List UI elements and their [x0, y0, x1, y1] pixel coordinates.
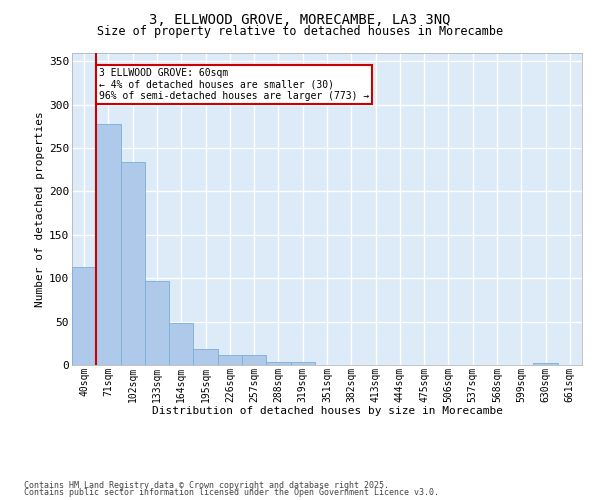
Bar — [96, 124, 121, 365]
Bar — [121, 162, 145, 365]
Bar — [145, 281, 169, 365]
Text: Contains public sector information licensed under the Open Government Licence v3: Contains public sector information licen… — [24, 488, 439, 497]
Bar — [72, 267, 96, 365]
Bar — [290, 362, 315, 365]
Bar — [169, 324, 193, 365]
Text: 3, ELLWOOD GROVE, MORECAMBE, LA3 3NQ: 3, ELLWOOD GROVE, MORECAMBE, LA3 3NQ — [149, 12, 451, 26]
Y-axis label: Number of detached properties: Number of detached properties — [35, 111, 45, 306]
Bar — [533, 364, 558, 365]
Bar — [193, 350, 218, 365]
Text: 3 ELLWOOD GROVE: 60sqm
← 4% of detached houses are smaller (30)
96% of semi-deta: 3 ELLWOOD GROVE: 60sqm ← 4% of detached … — [99, 68, 369, 102]
Bar — [266, 362, 290, 365]
Bar — [242, 356, 266, 365]
Bar — [218, 354, 242, 365]
Text: Contains HM Land Registry data © Crown copyright and database right 2025.: Contains HM Land Registry data © Crown c… — [24, 480, 389, 490]
Text: Size of property relative to detached houses in Morecambe: Size of property relative to detached ho… — [97, 25, 503, 38]
X-axis label: Distribution of detached houses by size in Morecambe: Distribution of detached houses by size … — [151, 406, 503, 416]
